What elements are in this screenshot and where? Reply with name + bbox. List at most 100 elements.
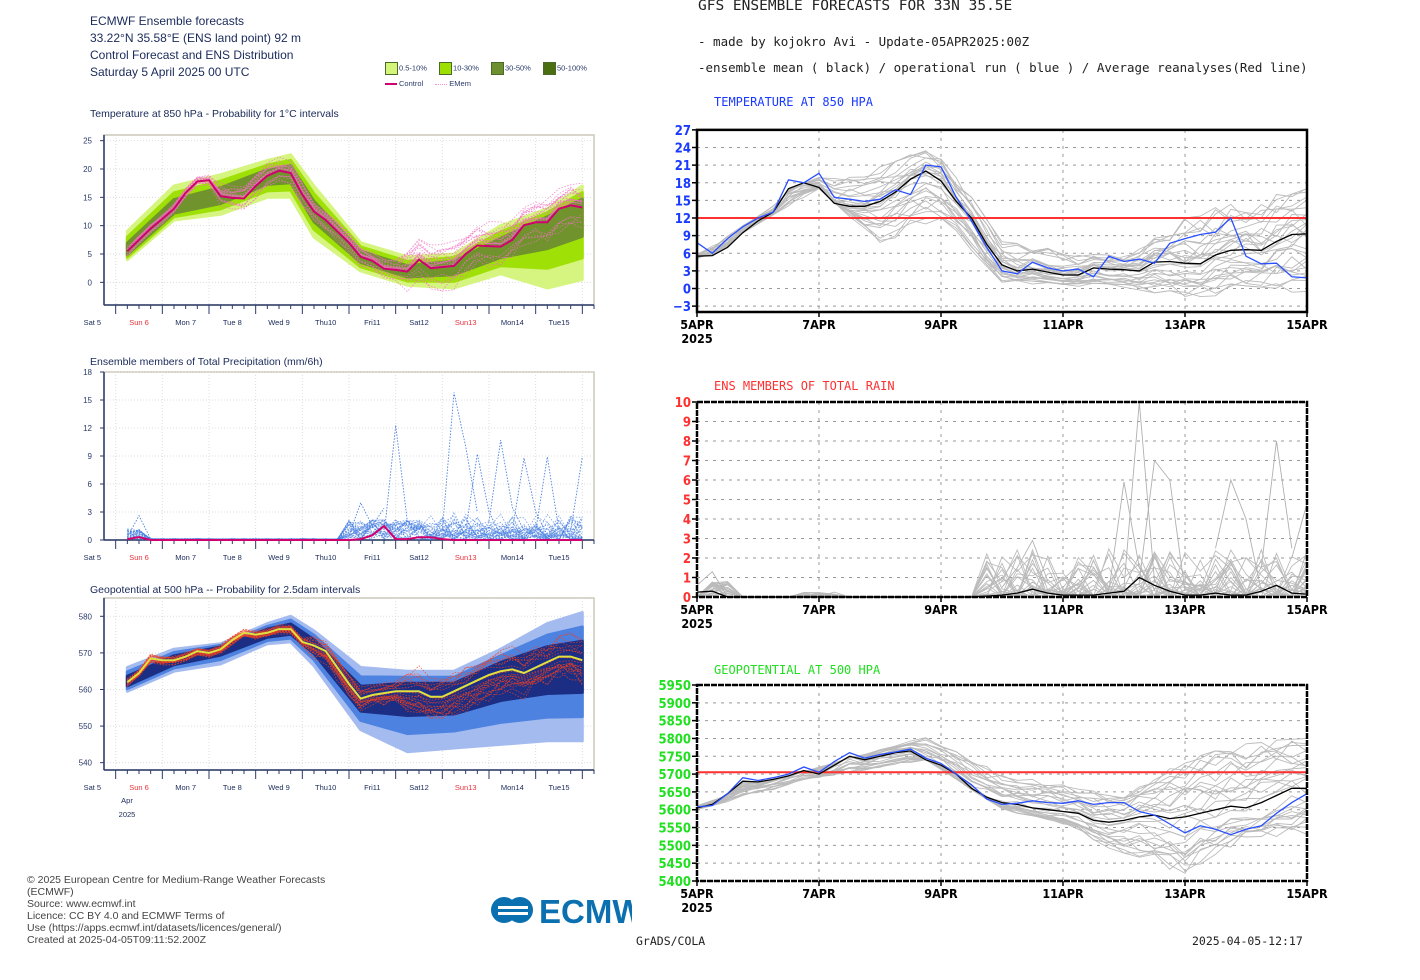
y-tick-label: 15 xyxy=(675,194,691,209)
ensemble-member-line xyxy=(126,178,583,293)
y-tick-label: 0 xyxy=(683,283,691,298)
y-tick-label: 5650 xyxy=(658,786,691,801)
x-tick-label: 13APR xyxy=(1164,317,1206,332)
x-tick-label: 5APR xyxy=(680,886,714,901)
x-tick-label: Mon 7 xyxy=(175,783,196,792)
ensemble-member-line xyxy=(127,516,583,541)
x-tick-label: Sun 6 xyxy=(129,553,149,562)
x-tick-label: Fri11 xyxy=(364,318,381,327)
y-tick-label: 0 xyxy=(88,278,93,287)
ensemble-member-line xyxy=(127,520,583,541)
x-tick-label: Fri11 xyxy=(364,783,381,792)
x-tick-label: 5APR xyxy=(680,317,714,332)
ensemble-member-peak xyxy=(1215,478,1262,592)
y-tick-label: 560 xyxy=(79,685,93,694)
y-tick-label: 9 xyxy=(683,230,691,245)
x-tick-label: 9APR xyxy=(924,886,958,901)
legend-swatch xyxy=(439,62,453,75)
x-tick-label: Tue 8 xyxy=(223,553,242,562)
ensemble-member-line xyxy=(127,159,583,266)
y-tick-label: 9 xyxy=(683,416,691,431)
y-tick-label: 10 xyxy=(675,396,691,411)
ensemble-member-line xyxy=(127,175,583,285)
x-tick-label: Sun13 xyxy=(455,783,477,792)
ensemble-member-line xyxy=(127,623,583,688)
ecmwf-logo-icon: ECMWF xyxy=(491,893,632,927)
ensemble-member-peak xyxy=(570,456,583,531)
copyright-text: © 2025 European Centre for Medium-Range … xyxy=(27,874,326,886)
x-tick-label: Sat12 xyxy=(409,783,429,792)
y-tick-label: 4 xyxy=(683,513,691,528)
ensemble-member-line xyxy=(696,755,1308,858)
y-tick-label: 21 xyxy=(675,159,691,174)
ensemble-member-peak xyxy=(1001,539,1049,588)
x-tick-label: Mon 7 xyxy=(175,553,196,562)
created-text: Created at 2025-04-05T09:11:52.200Z xyxy=(27,934,207,946)
x-tick-label: 13APR xyxy=(1164,602,1206,617)
ensemble-member-line xyxy=(127,166,583,269)
y-tick-label: 0 xyxy=(88,536,93,545)
y-tick-label: 5 xyxy=(88,250,93,259)
ensemble-member-peak xyxy=(511,457,548,536)
ensemble-member-line xyxy=(127,168,583,270)
ensemble-member-peak xyxy=(535,456,560,531)
y-tick-label: −3 xyxy=(673,300,691,315)
ensemble-member-line xyxy=(127,164,583,268)
ecmwf-footer: © 2025 European Centre for Medium-Range … xyxy=(27,874,325,946)
ensemble-member-peak xyxy=(1291,503,1308,559)
chart-title: Ensemble members of Total Precipitation … xyxy=(90,356,323,368)
x-tick-label: 11APR xyxy=(1042,602,1084,617)
y-tick-label: 9 xyxy=(88,452,93,461)
x-tick-label: Sat12 xyxy=(409,318,429,327)
ensemble-member-line xyxy=(127,625,583,693)
y-tick-label: 5800 xyxy=(658,732,691,747)
x-tick-label: Sun 6 xyxy=(129,783,149,792)
month-label: Apr xyxy=(121,796,133,805)
legend-item-bin: 50-100% xyxy=(542,62,587,75)
legend-item-bin: 0.5-10% xyxy=(385,62,427,75)
x-tick-label: Mon14 xyxy=(501,318,524,327)
y-tick-label: 1 xyxy=(683,572,691,587)
control-line xyxy=(126,628,583,700)
x-year-label: 2025 xyxy=(681,331,712,346)
gfs-timestamp: 2025-04-05-12:17 xyxy=(1192,934,1303,948)
y-tick-label: 5950 xyxy=(658,679,691,694)
y-tick-label: 570 xyxy=(79,649,93,658)
y-tick-label: 27 xyxy=(675,124,691,139)
grads-credit: GrADS/COLA xyxy=(636,934,706,948)
plot-frame xyxy=(695,400,1309,599)
legend-swatch xyxy=(542,62,556,75)
gfs-legend-text: -ensemble mean ( black) / operational ru… xyxy=(698,60,1308,75)
operational-run-line xyxy=(696,748,1308,836)
x-tick-label: Sun13 xyxy=(455,553,477,562)
y-tick-label: 0 xyxy=(683,591,691,606)
y-tick-label: 540 xyxy=(79,759,93,768)
legend-label: 30-50% xyxy=(504,63,531,73)
ensemble-member-line xyxy=(127,626,583,692)
legend-label: 10-30% xyxy=(453,63,479,73)
x-tick-label: Sun13 xyxy=(455,318,477,327)
x-tick-label: Fri11 xyxy=(364,553,381,562)
x-tick-label: 9APR xyxy=(924,602,958,617)
y-tick-label: 18 xyxy=(675,177,691,192)
x-year-label: 2025 xyxy=(681,900,712,915)
x-tick-label: 9APR xyxy=(924,317,958,332)
ensemble-member-line xyxy=(127,513,583,541)
x-tick-label: Wed 9 xyxy=(268,783,290,792)
control-line xyxy=(127,524,583,541)
ensemble-member-line xyxy=(127,625,583,692)
y-tick-label: 6 xyxy=(683,247,691,262)
y-tick-label: 18 xyxy=(83,368,92,377)
legend-item-control: Control xyxy=(385,79,423,88)
ensemble-member-line xyxy=(127,631,583,714)
ensemble-member-line xyxy=(696,187,1308,285)
y-tick-label: 10 xyxy=(83,222,92,231)
y-tick-label: 3 xyxy=(683,533,691,548)
ensemble-member-line xyxy=(127,630,583,716)
licence-text: Licence: CC BY 4.0 and ECMWF Terms of xyxy=(27,910,225,922)
y-tick-label: 3 xyxy=(88,508,93,517)
y-tick-label: 12 xyxy=(83,424,92,433)
y-tick-label: 15 xyxy=(83,396,92,405)
y-tick-label: 5 xyxy=(683,494,691,509)
legend-swatch xyxy=(385,62,398,75)
